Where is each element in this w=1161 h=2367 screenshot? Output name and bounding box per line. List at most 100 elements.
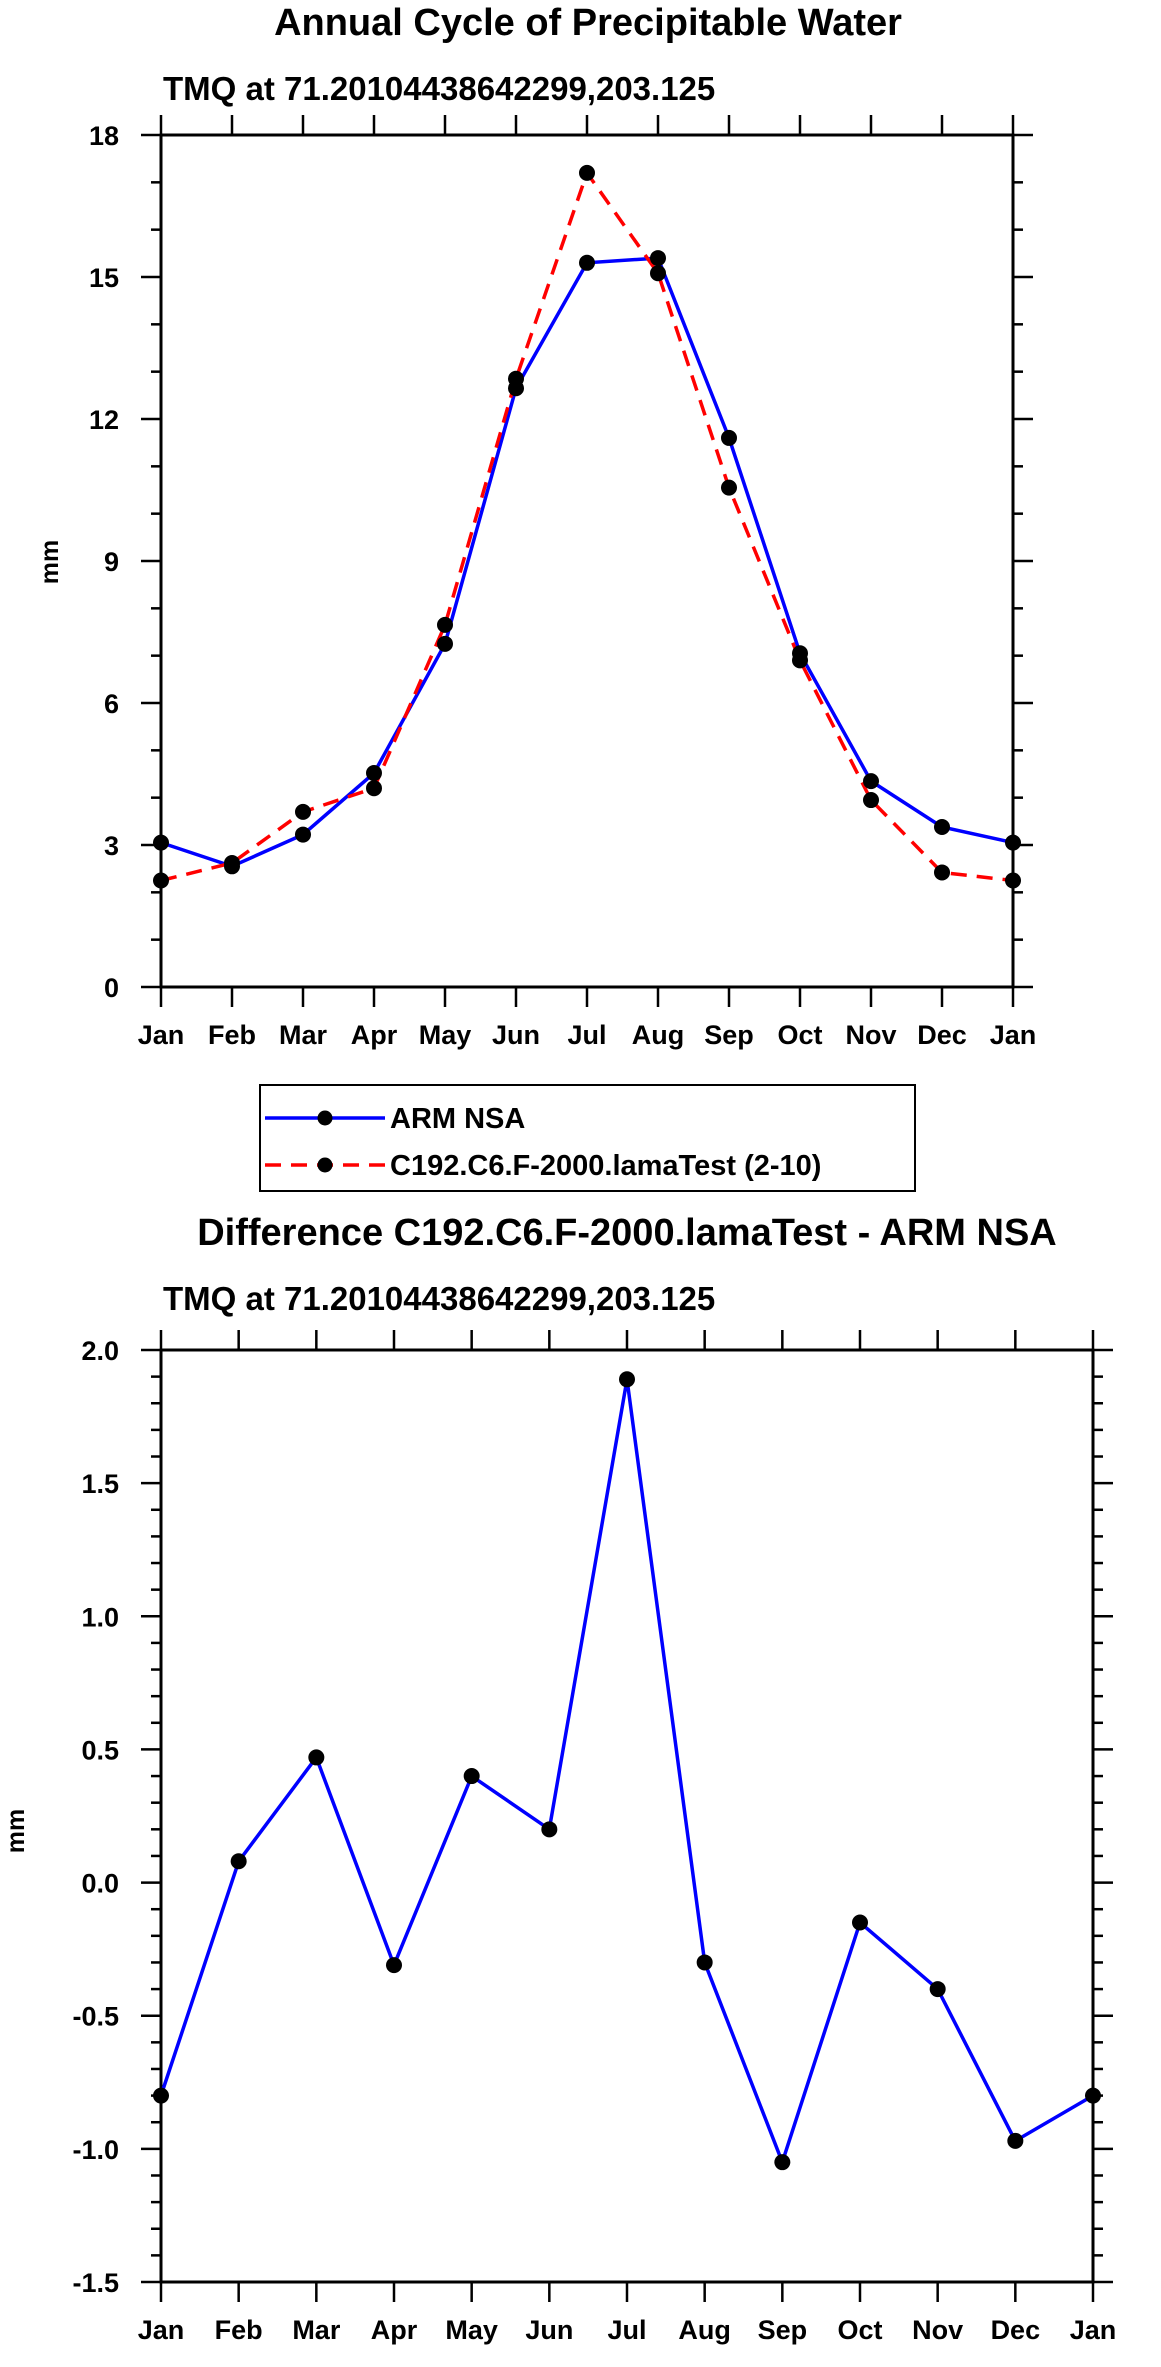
x-tick-label: Nov — [912, 2315, 963, 2345]
x-tick-label: May — [419, 1020, 472, 1050]
data-point — [721, 479, 737, 496]
data-point — [852, 1914, 868, 1931]
data-point — [579, 254, 595, 271]
chart2-minor-ticks — [141, 1330, 1113, 2302]
data-point — [437, 616, 453, 633]
x-tick-label: Sep — [704, 1020, 754, 1050]
data-point — [1005, 872, 1021, 889]
x-tick-label: Dec — [917, 1020, 967, 1050]
legend-model-marker — [317, 1157, 333, 1173]
data-point — [934, 864, 950, 881]
x-tick-label: Apr — [351, 1020, 398, 1050]
legend-arm-nsa-label: ARM NSA — [390, 1103, 525, 1135]
chart2-plot-frame — [159, 1348, 1095, 2284]
x-tick-label: Jan — [138, 2315, 185, 2345]
x-tick-label: Jun — [525, 2315, 573, 2345]
chart1-legend: ARM NSA C192.C6.F-2000.lamaTest (2-10) — [259, 1084, 916, 1192]
data-point — [153, 872, 169, 889]
y-tick-label: -0.5 — [72, 2002, 119, 2032]
data-point — [619, 1371, 635, 1388]
data-point — [650, 250, 666, 267]
chart1-y-tick-labels: 0 3 6 9 12 15 18 — [89, 121, 119, 1003]
x-tick-label: Feb — [208, 1020, 256, 1050]
x-tick-label: Sep — [758, 2315, 808, 2345]
chart2-y-tick-labels: -1.5 -1.0 -0.5 0.0 0.5 1.0 1.5 2.0 — [72, 1336, 119, 2298]
data-point — [696, 1954, 713, 1971]
data-point — [366, 765, 382, 782]
legend-model-label: C192.C6.F-2000.lamaTest (2-10) — [390, 1150, 821, 1182]
x-tick-label: Jan — [1070, 2315, 1117, 2345]
y-tick-label: 0 — [104, 973, 119, 1003]
legend-arm-nsa-marker — [317, 1110, 333, 1126]
data-point — [295, 803, 311, 820]
y-tick-label: 18 — [89, 121, 119, 151]
x-tick-label: May — [445, 2315, 498, 2345]
x-tick-label: Aug — [678, 2315, 730, 2345]
y-tick-label: 12 — [89, 405, 119, 435]
data-point — [308, 1749, 325, 1766]
data-point — [153, 2087, 169, 2104]
data-point — [463, 1768, 480, 1785]
data-point — [792, 652, 808, 669]
y-tick-label: 1.0 — [81, 1602, 119, 1632]
data-point — [650, 265, 666, 282]
data-point — [230, 1853, 247, 1870]
data-point — [437, 635, 453, 652]
x-tick-label: Jun — [492, 1020, 540, 1050]
data-point — [1085, 2087, 1101, 2104]
x-tick-label: Jan — [990, 1020, 1037, 1050]
y-tick-label: -1.5 — [72, 2268, 119, 2298]
x-tick-label: Nov — [845, 1020, 896, 1050]
x-tick-label: Jul — [567, 1020, 606, 1050]
y-tick-label: 15 — [89, 263, 119, 293]
y-tick-label: 1.5 — [81, 1469, 119, 1499]
data-point — [366, 780, 382, 797]
x-tick-label: Oct — [777, 1020, 822, 1050]
data-point — [153, 834, 169, 851]
data-point — [863, 773, 879, 790]
data-point — [224, 854, 240, 871]
x-tick-label: Oct — [837, 2315, 882, 2345]
y-tick-label: -1.0 — [72, 2135, 119, 2165]
chart1-ylabel: mm — [36, 540, 64, 584]
data-point — [863, 792, 879, 809]
data-point — [934, 819, 950, 836]
chart1-plot-frame — [159, 133, 1015, 989]
data-point — [721, 429, 737, 446]
data-point — [295, 826, 311, 843]
data-point — [1005, 834, 1021, 851]
y-tick-label: 3 — [104, 831, 119, 861]
data-point — [508, 370, 524, 387]
x-tick-label: Feb — [215, 2315, 263, 2345]
y-tick-label: 6 — [104, 689, 119, 719]
x-tick-label: Dec — [991, 2315, 1041, 2345]
chart1-series-arm-nsa-points — [153, 250, 1021, 875]
data-point — [929, 1981, 946, 1998]
y-tick-label: 0.5 — [81, 1735, 119, 1765]
x-tick-label: Jan — [138, 1020, 185, 1050]
chart1-minor-ticks — [141, 115, 1033, 1007]
x-tick-label: Jul — [607, 2315, 646, 2345]
chart2-x-tick-labels: Jan Feb Mar Apr May Jun Jul Aug Sep Oct Nov Dec Jan — [138, 2315, 1117, 2345]
chart1-x-tick-labels: Jan Feb Mar Apr May Jun Jul Aug Sep Oct Nov Dec Jan — [138, 1020, 1037, 1050]
y-tick-label: 0.0 — [81, 1869, 119, 1899]
annual-cycle-chart: Annual Cycle of Precipitable Water TMQ a… — [36, 2, 1037, 1192]
legend-box — [259, 1084, 916, 1192]
data-point — [579, 164, 595, 181]
chart2-difference-line — [159, 1379, 1094, 2168]
data-point — [1007, 2132, 1024, 2149]
chart2-title: Difference C192.C6.F-2000.lamaTest - ARM… — [197, 1212, 1057, 1254]
data-point — [386, 1957, 402, 1974]
chart2-subtitle: TMQ at 71.20104438642299,203.125 — [163, 1280, 715, 1317]
chart1-series-model-points — [153, 164, 1021, 889]
x-tick-label: Mar — [292, 2315, 341, 2345]
difference-chart: Difference C192.C6.F-2000.lamaTest - ARM… — [2, 1212, 1116, 2345]
x-tick-label: Aug — [632, 1020, 684, 1050]
x-tick-label: Mar — [279, 1020, 328, 1050]
x-tick-label: Apr — [371, 2315, 418, 2345]
chart1-series-arm-nsa-line — [160, 256, 1014, 869]
y-tick-label: 9 — [104, 547, 119, 577]
data-point — [541, 1821, 558, 1838]
